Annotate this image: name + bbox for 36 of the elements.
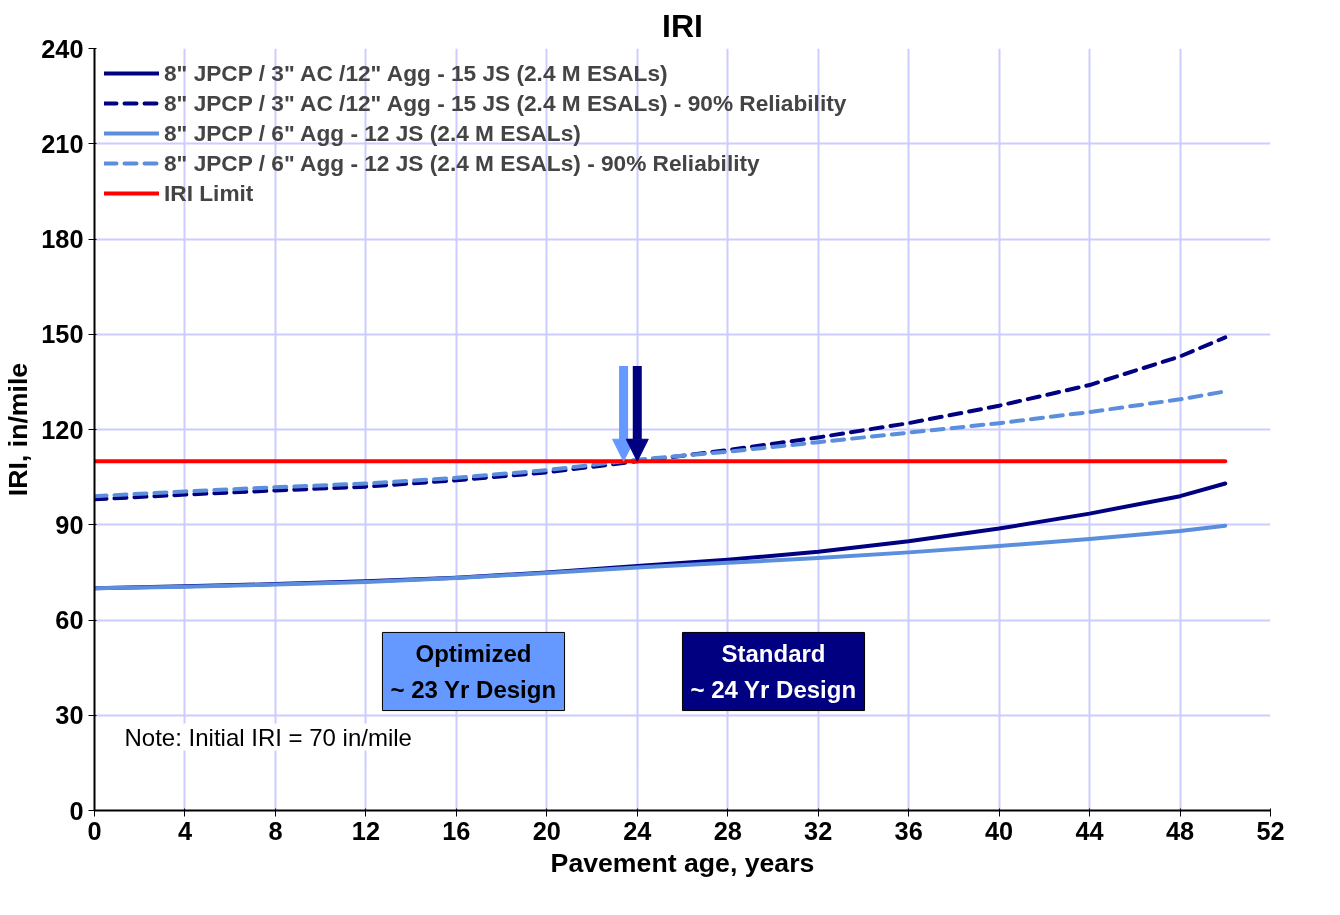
legend-label: 8" JPCP / 6" Agg - 12 JS (2.4 M ESALs) - 90% Reliability [164, 148, 760, 178]
x-tick-label: 12 [351, 816, 380, 845]
x-tick-label: 20 [532, 816, 561, 845]
x-tick-label: 24 [623, 816, 652, 845]
y-tick-label: 0 [69, 796, 84, 825]
legend-label: 8" JPCP / 3" AC /12" Agg - 15 JS (2.4 M ESALs) - 90% Reliability [164, 88, 847, 118]
x-tick-label: 52 [1256, 816, 1285, 845]
x-tick-label: 16 [442, 816, 471, 845]
line-series [94, 523, 1228, 591]
legend-label: 8" JPCP / 6" Agg - 12 JS (2.4 M ESALs) [164, 118, 581, 148]
x-axis-title: Pavement age, years [550, 847, 815, 878]
x-tick-label: 0 [87, 816, 102, 845]
annotation: Standard ~ 24 Yr Design [690, 640, 857, 703]
y-tick-label: 60 [55, 606, 84, 634]
y-tick-label: 90 [55, 510, 84, 539]
x-tick-label: 28 [713, 816, 742, 845]
legend-label: IRI Limit [164, 178, 254, 208]
y-tick-label: 150 [41, 320, 84, 349]
y-tick-label: 30 [55, 701, 84, 730]
y-tick-label: 210 [41, 129, 84, 158]
y-tick-label: 180 [41, 225, 84, 253]
x-tick-label: 44 [1075, 816, 1104, 845]
x-tick-label: 8 [268, 816, 283, 845]
chart-title: IRI [662, 7, 703, 44]
y-tick-label: 240 [41, 34, 84, 63]
legend-label: 8" JPCP / 3" AC /12" Agg - 15 JS (2.4 M ESALs) [164, 58, 668, 88]
annotation: Optimized ~ 23 Yr Design [390, 640, 557, 703]
y-axis-title: IRI, in/mile [3, 362, 34, 497]
x-tick-label: 36 [894, 816, 923, 845]
x-tick-label: 48 [1165, 816, 1195, 845]
x-tick-label: 32 [804, 816, 833, 845]
x-tick-label: 40 [985, 816, 1014, 845]
annotation: Note: Initial IRI = 70 in/mile [124, 723, 412, 751]
line-series [94, 335, 1228, 502]
y-tick-label: 120 [41, 415, 84, 444]
x-tick-label: 4 [177, 816, 193, 845]
